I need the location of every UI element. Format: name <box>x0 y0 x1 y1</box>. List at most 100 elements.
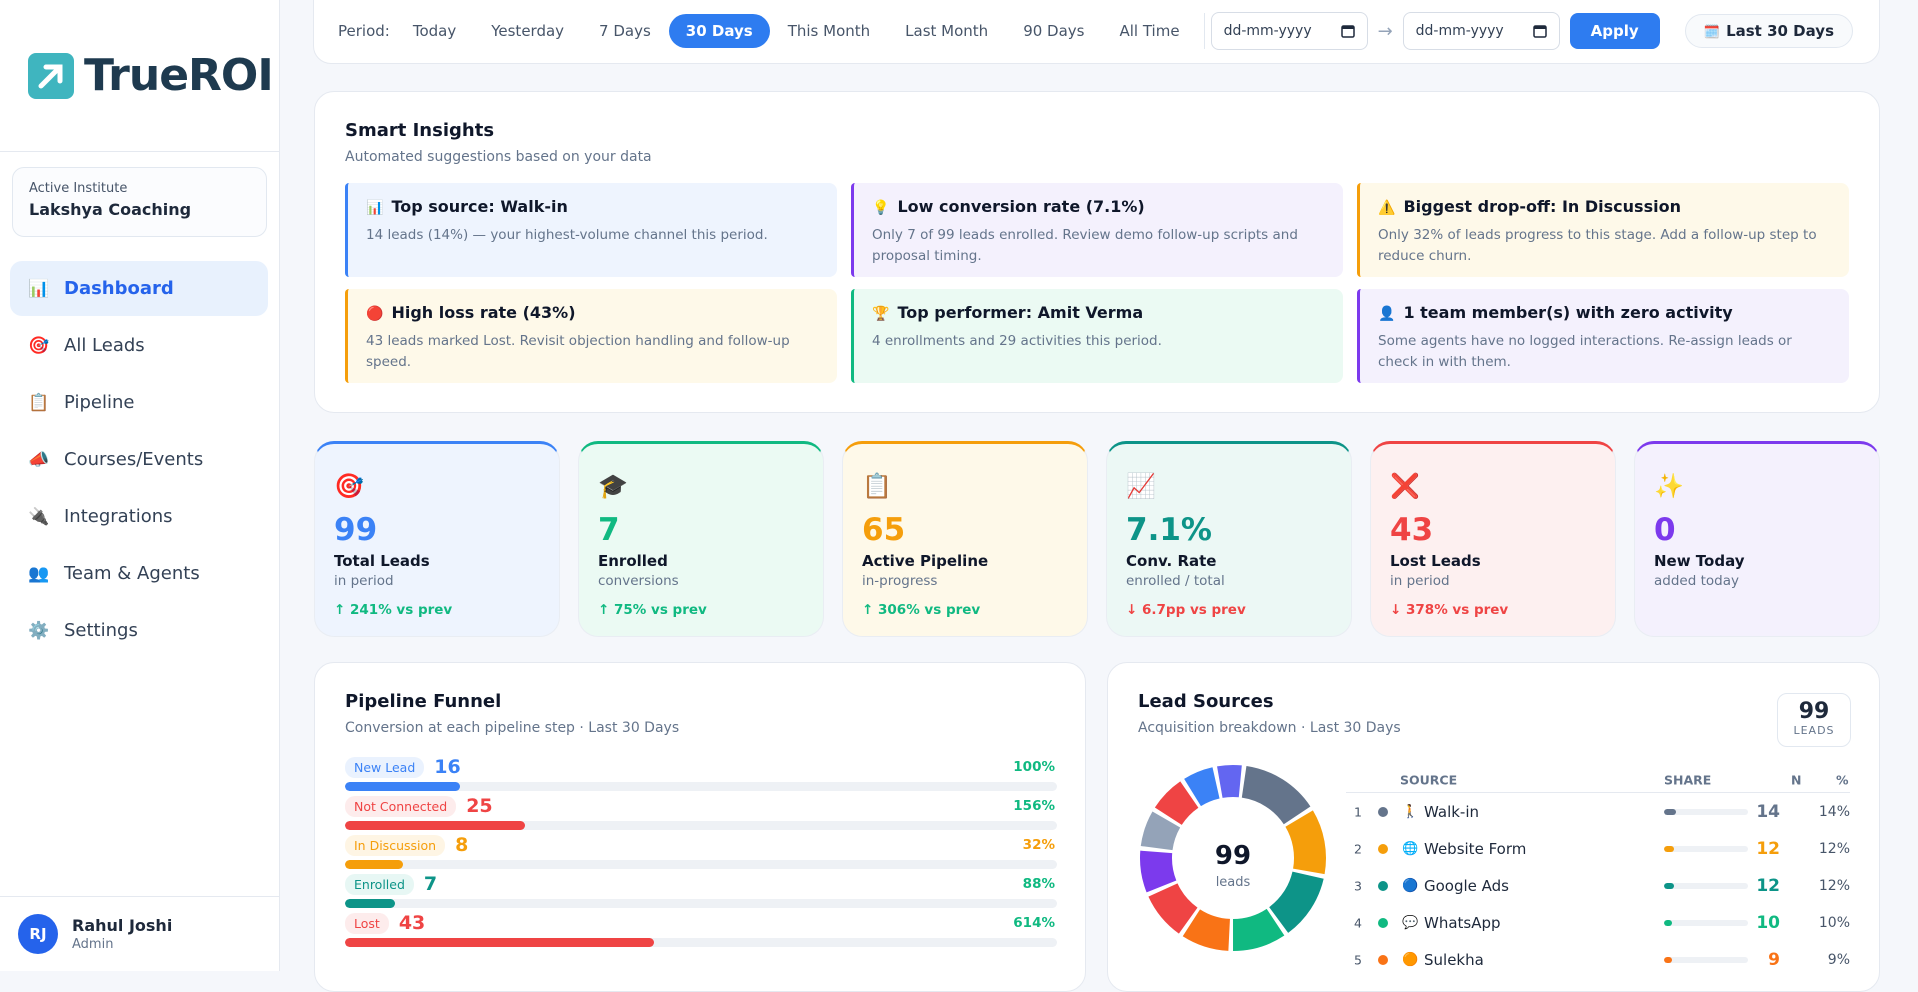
brand: TrueROI <box>84 50 274 101</box>
kpi-card: 📋 65 Active Pipeline in-progress ↑ 306% vs p… <box>842 441 1088 637</box>
funnel-row: In Discussion 8 32% <box>345 834 1057 873</box>
insight-text: Only 7 of 99 leads enrolled. Review demo… <box>872 227 1298 264</box>
rank: 3 <box>1354 878 1362 893</box>
stage-pill: New Lead <box>345 756 425 778</box>
source-n: 10 <box>1756 912 1780 933</box>
bar-track <box>345 899 1057 908</box>
insight-title: 🏆 Top performer: Amit Verma <box>872 303 1325 322</box>
kpi-value: 99 <box>334 512 378 548</box>
source-dot <box>1378 917 1388 928</box>
source-n: 12 <box>1756 875 1780 896</box>
share-track <box>1664 845 1748 852</box>
funnel-row: Not Connected 25 156% <box>345 795 1057 834</box>
stage-pill: Not Connected <box>345 795 457 817</box>
table-header: SOURCE SHARE N% <box>1346 767 1850 793</box>
badge-icon: 🗓️ <box>1703 25 1721 40</box>
source-pct: 9% <box>1827 951 1850 968</box>
period-option[interactable]: Yesterday <box>491 22 565 40</box>
donut-segment <box>1184 767 1220 807</box>
donut-segment <box>1285 810 1327 875</box>
insight: 🔴 High loss rate (43%) 43 leads marked Los… <box>345 289 837 383</box>
kpi-sub: in period <box>1390 573 1450 589</box>
nav-icon: 📋 <box>28 392 50 413</box>
rank: 4 <box>1354 915 1362 930</box>
column-header: SHARE <box>1664 772 1712 787</box>
insight-heading: Low conversion rate (7.1%) <box>897 197 1145 216</box>
sources-card: Lead Sources Acquisition breakdown · Las… <box>1107 662 1880 992</box>
source-pct: 12% <box>1818 840 1850 857</box>
insight-text: 43 leads marked Lost. Revisit objection … <box>366 333 790 370</box>
kpi-label: Active Pipeline <box>862 552 989 570</box>
stage-percent: 88% <box>1022 876 1055 892</box>
column-header: SOURCE <box>1400 772 1458 787</box>
institute-label: Active Institute <box>29 181 128 196</box>
period-option[interactable]: Today <box>412 22 457 40</box>
stage-percent: 156% <box>1013 798 1055 814</box>
donut-segment <box>1233 908 1285 951</box>
nav-item[interactable]: ⚙️ Settings <box>10 603 268 658</box>
source-pct: 10% <box>1818 914 1850 931</box>
period-option[interactable]: All Time <box>1119 22 1180 40</box>
kpi-icon: 📈 <box>1126 472 1156 500</box>
source-row[interactable]: 1 🚶 Walk-in 14 14% <box>1346 793 1850 830</box>
date-input[interactable]: dd-mm-yyyy <box>1210 12 1368 50</box>
nav-item[interactable]: 🎯 All Leads <box>10 318 268 373</box>
sources-table: SOURCE SHARE N% 1 🚶 Walk-in 14 14% 2 🌐 Website For… <box>1346 767 1850 978</box>
stage-percent: 614% <box>1013 915 1055 931</box>
donut-segment <box>1217 765 1242 798</box>
user-role: Admin <box>72 937 114 952</box>
institute-name: Lakshya Coaching <box>29 200 192 219</box>
source-row[interactable]: 5 🟠 Sulekha 9 9% <box>1346 941 1850 978</box>
donut-segment <box>1140 850 1177 893</box>
source-pct: 14% <box>1818 803 1850 820</box>
kpi-sub: conversions <box>598 573 679 589</box>
source-name: Website Form <box>1424 839 1527 858</box>
kpi-sub: added today <box>1654 573 1739 589</box>
share-bar <box>1664 808 1676 815</box>
insight: ⚠️ Biggest drop-off: In Discussion Only 32… <box>1357 183 1849 277</box>
nav-icon: 📣 <box>28 449 50 470</box>
source-n: 14 <box>1756 801 1780 822</box>
range-badge[interactable]: 🗓️ Last 30 Days <box>1684 14 1853 48</box>
kpi-icon: 🎓 <box>598 472 628 500</box>
insight-icon: 💡 <box>872 200 890 216</box>
stage-count: 7 <box>423 873 438 895</box>
stage-percent: 100% <box>1013 759 1055 775</box>
nav-item[interactable]: 📋 Pipeline <box>10 375 268 430</box>
user-box[interactable]: RJ Rahul Joshi Admin <box>0 896 280 971</box>
institute-box[interactable]: Active Institute Lakshya Coaching <box>12 167 267 237</box>
source-row[interactable]: 2 🌐 Website Form 12 12% <box>1346 830 1850 867</box>
apply-button[interactable]: Apply <box>1569 13 1660 49</box>
insight-icon: ⚠️ <box>1378 200 1396 216</box>
logo[interactable]: TrueROI <box>0 0 280 152</box>
rank: 1 <box>1354 804 1362 819</box>
nav-item[interactable]: 👥 Team & Agents <box>10 546 268 601</box>
nav-item[interactable]: 📣 Courses/Events <box>10 432 268 487</box>
period-option[interactable]: 7 Days <box>599 22 651 40</box>
source-row[interactable]: 4 💬 WhatsApp 10 10% <box>1346 904 1850 941</box>
nav-item[interactable]: 🔌 Integrations <box>10 489 268 544</box>
funnel-bar <box>345 821 525 830</box>
period-option[interactable]: 30 Days <box>668 14 770 48</box>
funnel-card: Pipeline Funnel Conversion at each pipel… <box>314 662 1086 992</box>
share-bar <box>1664 919 1673 926</box>
source-dot <box>1378 806 1388 817</box>
kpi-card: 📈 7.1% Conv. Rate enrolled / total ↓ 6.7pp v… <box>1106 441 1352 637</box>
nav-item[interactable]: 📊 Dashboard <box>10 261 268 316</box>
period-bar: Period: Today Yesterday 7 Days 30 Days This M… <box>313 0 1880 64</box>
date-input[interactable]: dd-mm-yyyy <box>1402 12 1560 50</box>
period-option[interactable]: This Month <box>787 22 871 40</box>
stage-count: 25 <box>466 795 493 817</box>
kpi-value: 7 <box>598 512 620 548</box>
insight-text: 14 leads (14%) — your highest-volume cha… <box>366 227 768 243</box>
kpi-change: ↓ 378% vs prev <box>1390 602 1509 618</box>
funnel-title: Pipeline Funnel <box>345 691 502 712</box>
period-option[interactable]: 90 Days <box>1023 22 1085 40</box>
period-option[interactable]: Last Month <box>905 22 989 40</box>
funnel-subtitle: Conversion at each pipeline step · Last … <box>345 720 680 736</box>
donut-segment <box>1140 811 1181 851</box>
source-icon: 🟠 <box>1402 952 1419 967</box>
total-label: LEADS <box>1793 724 1835 737</box>
source-row[interactable]: 3 🔵 Google Ads 12 12% <box>1346 867 1850 904</box>
source-dot <box>1378 954 1388 965</box>
